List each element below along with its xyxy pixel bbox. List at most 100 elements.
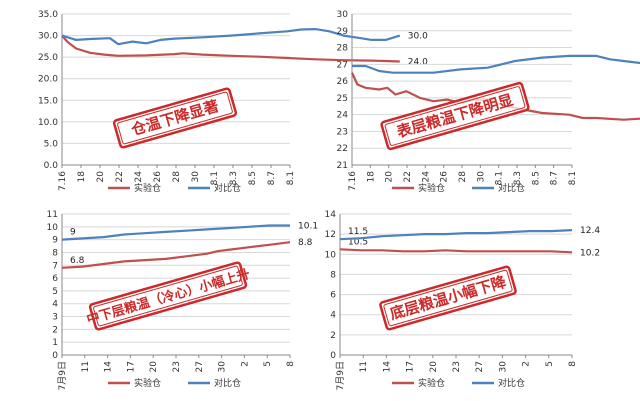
y-tick-label: 0 <box>330 351 336 361</box>
x-tick-label: 8.7 <box>550 171 560 185</box>
y-tick-label: 8 <box>330 270 336 280</box>
x-tick-label: 5 <box>545 361 555 367</box>
x-tick-label: 23 <box>452 361 462 372</box>
x-tick-label: 8.1 <box>495 171 505 185</box>
y-tick-label: 5 <box>52 287 58 297</box>
y-tick-label: 4 <box>52 300 58 310</box>
y-tick-label: 26 <box>337 77 349 87</box>
x-tick-label: 30 <box>218 361 228 373</box>
legend-label-experimental: 实验仓 <box>418 377 445 389</box>
y-tick-label: 7 <box>52 261 58 271</box>
y-tick-label: 6 <box>330 291 336 301</box>
stamp-inner-border <box>117 91 233 145</box>
x-tick-label: 14 <box>382 361 392 373</box>
y-tick-label: 0.0 <box>44 161 59 171</box>
x-tick-label: 24 <box>421 171 431 183</box>
x-tick-label: 27 <box>475 361 485 372</box>
series-line-experimental <box>61 241 291 269</box>
y-tick-label: 1 <box>52 338 58 348</box>
y-tick-label: 11 <box>47 210 58 220</box>
x-tick-label: 11 <box>81 361 91 372</box>
stamp-inner-border <box>93 265 243 327</box>
x-tick-label: 8.7 <box>267 171 277 185</box>
y-tick-label: 14 <box>325 210 337 220</box>
x-tick-label: 30 <box>191 171 201 183</box>
y-tick-label: 30 <box>337 10 349 20</box>
end-value-label: 8.8 <box>298 238 313 248</box>
legend-label-experimental: 实验仓 <box>418 182 445 194</box>
x-tick-label: 23 <box>172 361 182 372</box>
start-value-label: 6.8 <box>70 256 85 266</box>
y-tick-label: 10 <box>325 250 337 260</box>
series-line-experimental <box>61 34 400 63</box>
series-line-control <box>61 224 290 241</box>
y-tick-label: 23 <box>337 127 348 137</box>
x-tick-label: 27 <box>195 361 205 372</box>
end-value-label: 30.0 <box>408 32 428 42</box>
x-tick-label: 11 <box>359 361 369 372</box>
y-tick-label: 3 <box>52 313 58 323</box>
y-tick-label: 25 <box>337 94 348 104</box>
y-tick-label: 35.0 <box>38 10 58 20</box>
y-tick-label: 22 <box>337 144 348 154</box>
legend: 实验仓 对比仓 <box>392 182 525 194</box>
x-tick-label: 30 <box>498 361 508 373</box>
end-value-label: 24.0 <box>408 57 428 67</box>
end-value-label: 12.4 <box>580 226 600 236</box>
y-tick-label: 6 <box>52 274 58 284</box>
y-tick-label: 21 <box>337 161 348 171</box>
x-tick-label: 18 <box>77 171 87 183</box>
x-tick-label: 7.16 <box>58 171 68 191</box>
x-tick-label: 14 <box>104 361 114 373</box>
stamp-border <box>112 87 238 149</box>
x-tick-label: 8 <box>286 361 296 367</box>
x-tick-label: 2 <box>522 361 532 367</box>
x-tick-label: 17 <box>406 361 416 372</box>
x-tick-label: 20 <box>385 171 395 183</box>
y-tick-label: 30.0 <box>38 32 58 42</box>
legend-label-control: 对比仓 <box>214 377 241 389</box>
y-tick-label: 4 <box>330 311 336 321</box>
x-tick-label: 22 <box>115 171 125 182</box>
legend-label-control: 对比仓 <box>498 182 525 194</box>
x-tick-label: 17 <box>126 361 136 372</box>
start-value-label: 9 <box>70 228 76 238</box>
y-tick-label: 0 <box>52 351 58 361</box>
x-tick-label: 24 <box>134 171 144 183</box>
y-tick-label: 24 <box>337 111 349 121</box>
x-tick-label: 28 <box>172 171 182 183</box>
x-tick-label: 26 <box>440 171 450 183</box>
stamp-text: 中下层粮温（冷心）小幅上升 <box>85 266 252 328</box>
chart-2: 21 22 23 24 25 26 27 28 29 30 7.16 18 20 22 24 26 28 30 8.… <box>337 10 640 194</box>
x-tick-label: 7月9日 <box>57 361 68 390</box>
legend: 实验仓 对比仓 <box>108 182 241 194</box>
y-tick-label: 27 <box>337 60 348 70</box>
stamp-border <box>380 81 530 151</box>
x-tick-label: 8.5 <box>531 171 541 185</box>
x-tick-label: 7月9日 <box>335 361 346 390</box>
start-value-label: 11.5 <box>348 227 368 237</box>
x-tick-label: 18 <box>366 171 376 183</box>
start-value-label: 10.5 <box>348 237 368 247</box>
x-tick-label: 8.1 <box>210 171 220 185</box>
end-value-label: 10.2 <box>580 248 600 258</box>
series-line-control <box>352 54 640 74</box>
chart-4: 0 2 4 6 8 10 12 14 7月9日 11 14 17 20 23 27 30 2 5 8 10.2 10.5… <box>325 210 601 390</box>
y-tick-label: 8 <box>52 248 58 258</box>
x-tick-label: 7.16 <box>348 171 358 191</box>
x-tick-label: 26 <box>153 171 163 183</box>
y-tick-label: 25.0 <box>38 53 58 63</box>
x-tick-label: 8.1 <box>286 171 296 185</box>
x-tick-label: 20 <box>149 361 159 373</box>
y-tick-label: 10.0 <box>38 118 58 128</box>
stamp-annotation: 底层粮温小幅下降 <box>379 265 517 331</box>
x-tick-label: 8.5 <box>248 171 258 185</box>
stamp-border <box>379 265 517 331</box>
chart-1: 0.0 5.0 10.0 15.0 20.0 25.0 30.0 35.0 7.16 18 20 22… <box>38 10 428 194</box>
series-line-control <box>339 229 573 241</box>
y-tick-label: 2 <box>330 331 336 341</box>
x-tick-label: 22 <box>403 171 413 182</box>
y-tick-label: 2 <box>52 325 58 335</box>
